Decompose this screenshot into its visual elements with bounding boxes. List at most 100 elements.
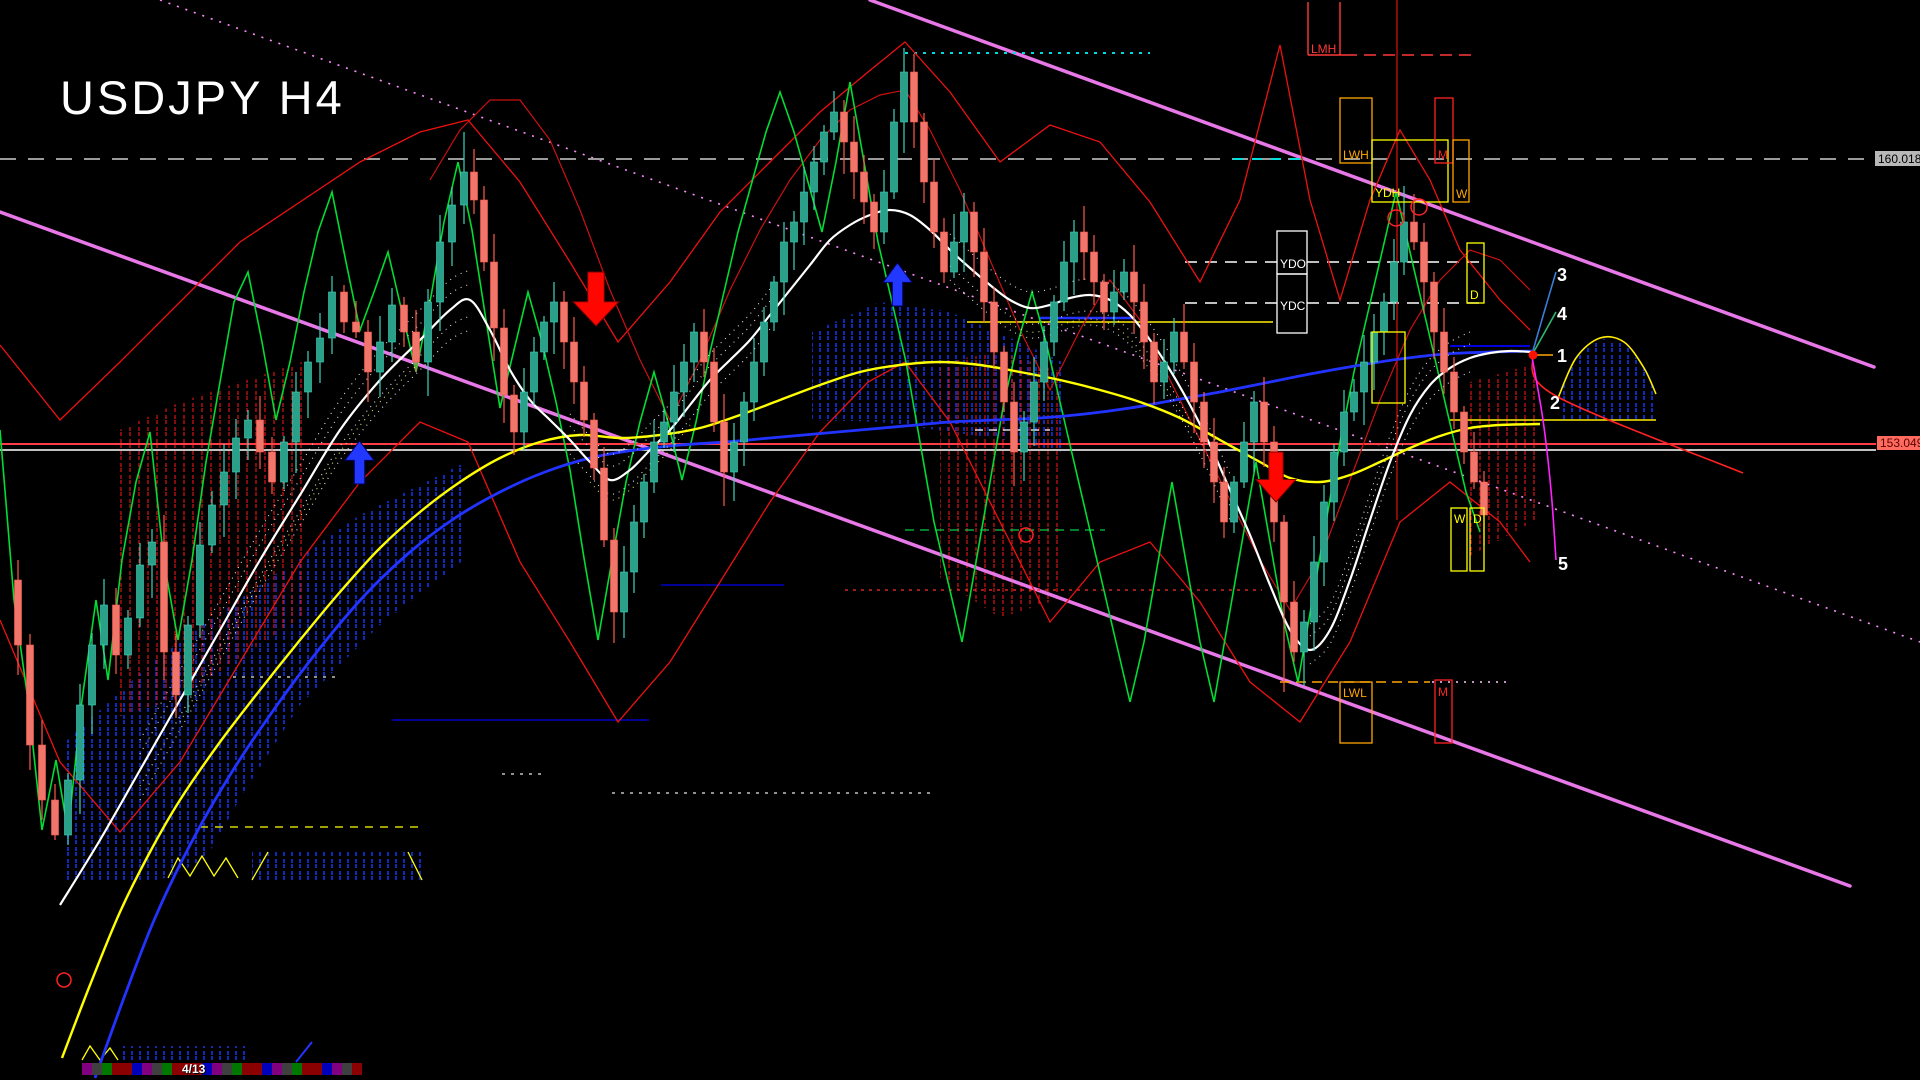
signal-segment bbox=[252, 1063, 262, 1075]
level-box-label-W: W bbox=[1456, 187, 1468, 201]
candle bbox=[580, 381, 588, 421]
signal-segment bbox=[322, 1063, 332, 1075]
candle bbox=[412, 331, 420, 363]
buy-arrow-1[interactable] bbox=[344, 440, 375, 485]
candle bbox=[1100, 281, 1108, 313]
fan-label-4: 4 bbox=[1557, 304, 1567, 324]
candle bbox=[1080, 231, 1088, 253]
candle bbox=[930, 181, 938, 233]
candle bbox=[340, 291, 348, 323]
future-kumo bbox=[1558, 338, 1656, 420]
candle bbox=[920, 121, 928, 183]
candle bbox=[610, 539, 618, 613]
level-box-label-LWH: LWH bbox=[1343, 148, 1369, 162]
candle bbox=[1160, 361, 1168, 383]
candle bbox=[184, 624, 192, 696]
candle bbox=[950, 241, 958, 273]
candle bbox=[292, 391, 300, 443]
candle bbox=[560, 301, 568, 343]
level-box-LWL bbox=[1339, 681, 1373, 744]
candle bbox=[640, 481, 648, 523]
signal-segment bbox=[262, 1063, 272, 1075]
candle bbox=[990, 301, 998, 353]
candle bbox=[136, 564, 144, 619]
signal-strip: 4/13 bbox=[82, 1062, 362, 1076]
candle bbox=[1470, 451, 1478, 483]
candle bbox=[304, 361, 312, 393]
candle bbox=[1350, 391, 1358, 413]
candle bbox=[630, 521, 638, 573]
fan-label-3: 3 bbox=[1557, 265, 1567, 285]
buy-arrow-2[interactable] bbox=[882, 262, 913, 307]
candle bbox=[124, 617, 132, 656]
fan-label-2: 2 bbox=[1550, 393, 1560, 413]
future-kumo-top-line bbox=[1557, 335, 1657, 399]
candle bbox=[540, 321, 548, 353]
sell-arrow-1[interactable] bbox=[571, 271, 621, 327]
candle bbox=[1030, 381, 1038, 423]
fan-line-3 bbox=[1531, 271, 1557, 355]
candle bbox=[1290, 601, 1298, 653]
bottom-zigzag bbox=[251, 851, 269, 881]
candle bbox=[148, 541, 156, 566]
level-box-label-YDH: YDH bbox=[1375, 186, 1400, 200]
fan-origin-dot bbox=[1528, 350, 1538, 360]
candle bbox=[660, 421, 668, 443]
signal-segment bbox=[282, 1063, 292, 1075]
candle bbox=[38, 744, 46, 801]
candle bbox=[1400, 221, 1408, 263]
candle bbox=[328, 291, 336, 339]
level-box-YDC bbox=[1276, 273, 1308, 334]
level-box-LWH bbox=[1339, 97, 1373, 164]
candle bbox=[232, 437, 240, 473]
bottom-hatch-a bbox=[252, 852, 424, 880]
candle bbox=[820, 131, 828, 163]
candle bbox=[1280, 521, 1288, 603]
bottom-hatch-b bbox=[120, 1046, 250, 1061]
candle bbox=[1420, 241, 1428, 283]
current-price-tag-bg bbox=[1877, 436, 1920, 450]
candle bbox=[600, 467, 608, 541]
signal-circle bbox=[56, 972, 72, 988]
candle bbox=[780, 241, 788, 283]
candle bbox=[680, 361, 688, 393]
signal-segment bbox=[222, 1063, 232, 1075]
level-box-label-M: M bbox=[1438, 148, 1448, 162]
candle bbox=[14, 579, 22, 646]
candle bbox=[352, 321, 360, 333]
candle bbox=[650, 441, 658, 483]
signal-circle bbox=[1387, 209, 1405, 227]
signal-segment bbox=[332, 1063, 342, 1075]
candle bbox=[1360, 361, 1368, 393]
signal-segment bbox=[112, 1063, 122, 1075]
signal-segment bbox=[162, 1063, 172, 1075]
candle bbox=[316, 337, 324, 363]
channel-lower-trendline[interactable] bbox=[0, 210, 1852, 888]
candle bbox=[1310, 561, 1318, 623]
fan-line-5 bbox=[1531, 356, 1557, 561]
candle bbox=[480, 199, 488, 263]
resistance-price-tag: 160.018 bbox=[1878, 152, 1920, 166]
candle bbox=[1240, 441, 1248, 483]
blue-ma-line bbox=[93, 349, 1533, 1079]
candle bbox=[850, 141, 858, 173]
candle bbox=[1450, 371, 1458, 413]
candle bbox=[830, 111, 838, 133]
candle bbox=[244, 419, 252, 439]
candle bbox=[570, 341, 578, 383]
candle bbox=[76, 704, 84, 781]
candle bbox=[700, 331, 708, 363]
candle bbox=[710, 361, 718, 423]
dotted-fan-line bbox=[1309, 371, 1471, 665]
level-box-M bbox=[1434, 679, 1453, 744]
candle bbox=[160, 541, 168, 653]
candle bbox=[1410, 221, 1418, 243]
candle bbox=[1020, 421, 1028, 453]
level-box-label-YDC: YDC bbox=[1280, 299, 1306, 313]
signal-segment bbox=[302, 1063, 312, 1075]
candle bbox=[530, 351, 538, 393]
candle bbox=[1390, 261, 1398, 303]
sell-arrow-2[interactable] bbox=[1254, 451, 1298, 503]
candle bbox=[388, 304, 396, 343]
